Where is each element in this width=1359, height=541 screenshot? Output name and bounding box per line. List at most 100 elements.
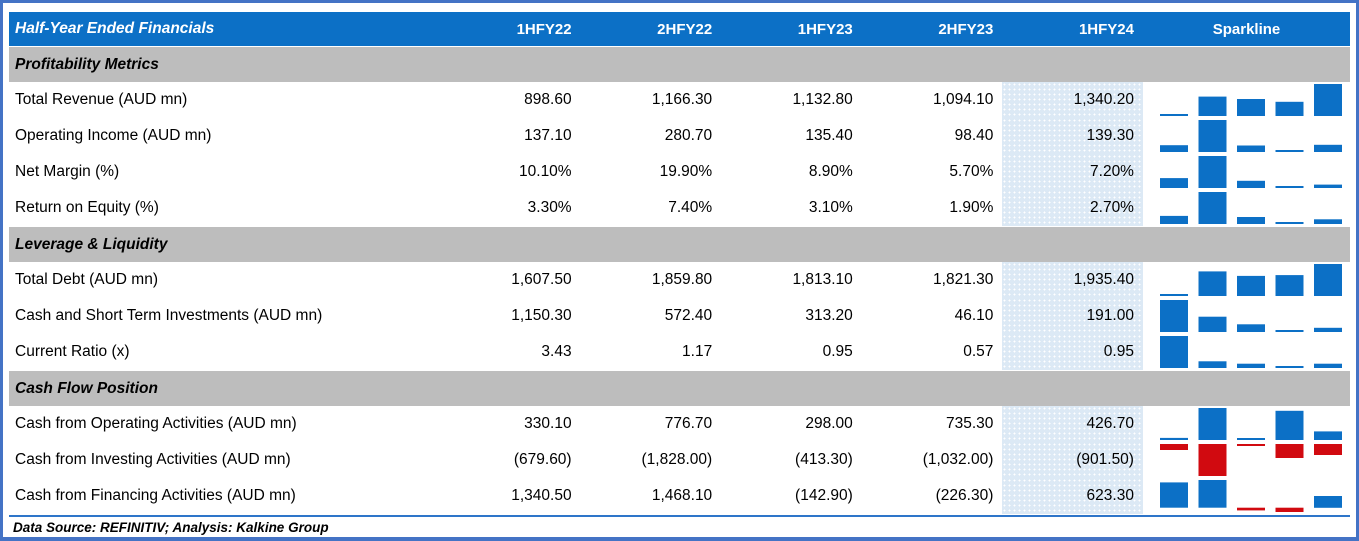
value-cell-2hfy23: 46.10 [954,307,994,324]
sparkline-bar [1159,294,1188,296]
value-cell-1hfy23: 8.90% [808,163,853,180]
sparkline-bar [1313,444,1342,455]
value-cell-2hfy23: 735.30 [945,415,994,432]
section-title: Cash Flow Position [15,379,158,397]
value-cell-2hfy22: 280.70 [664,127,713,144]
sparkline-bar [1198,361,1227,368]
sparkline-chart [1159,156,1342,188]
sparkline-cell [1143,262,1350,298]
sparkline-bar [1236,324,1265,332]
row-label: Cash from Investing Activities (AUD mn) [15,451,291,468]
value-cell-1hfy22: 3.30% [527,199,572,216]
value-cell-1hfy24: 623.30 [1002,478,1143,514]
sparkline-bar [1159,300,1188,332]
bottom-rule [9,515,1350,517]
sparkline-cell [1143,298,1350,334]
table-body: Profitability Metrics Total Revenue (AUD … [9,46,1350,514]
value-cell-1hfy23: 0.95 [822,343,853,360]
value-cell-1hfy24: 2.70% [1002,190,1143,226]
row-label: Current Ratio (x) [15,343,130,360]
table-row: Net Margin (%) 10.10% 19.90% 8.90% 5.70% 7.20… [9,154,1350,190]
value-cell-1hfy24: 1,935.40 [1002,262,1143,298]
column-header-1hfy23: 1HFY23 [797,20,853,38]
value-cell-2hfy23: (1,032.00) [922,451,994,468]
sparkline-cell [1143,442,1350,478]
row-label: Cash from Financing Activities (AUD mn) [15,487,296,504]
value-cell-1hfy22: 1,150.30 [511,307,572,324]
table-title: Half-Year Ended Financials [15,20,215,37]
sparkline-bar [1275,222,1304,224]
table-row: Operating Income (AUD mn) 137.10 280.70 135… [9,118,1350,154]
sparkline-bar [1198,316,1227,332]
table-row: Cash and Short Term Investments (AUD mn)… [9,298,1350,334]
sparkline-chart [1159,192,1342,224]
sparkline-bar [1313,144,1342,152]
sparkline-bar [1236,363,1265,368]
value-cell-1hfy22: 10.10% [519,163,572,180]
table-row: Return on Equity (%) 3.30% 7.40% 3.10% 1.90%… [9,190,1350,226]
sparkline-bar [1198,192,1227,224]
value-cell-2hfy23: 98.40 [954,127,994,144]
value-cell-1hfy22: (679.60) [513,451,572,468]
sparkline-chart [1159,408,1342,440]
sparkline-bar [1313,496,1342,508]
value-cell-2hfy23: 5.70% [949,163,994,180]
value-cell-2hfy23: 1,821.30 [933,271,994,288]
value-cell-1hfy23: 1,813.10 [792,271,853,288]
value-cell-2hfy22: 572.40 [664,307,713,324]
sparkline-cell [1143,118,1350,154]
row-label: Total Debt (AUD mn) [15,271,158,288]
sparkline-bar [1313,431,1342,440]
sparkline-bar [1275,330,1304,332]
table-header-row: Half-Year Ended Financials 1HFY22 2HFY22… [9,12,1350,46]
row-label: Return on Equity (%) [15,199,159,216]
sparkline-bar [1313,184,1342,188]
row-label: Total Revenue (AUD mn) [15,91,188,108]
sparkline-bar [1313,84,1342,116]
sparkline-cell [1143,478,1350,514]
row-label: Operating Income (AUD mn) [15,127,212,144]
column-header-2hfy23: 2HFY23 [938,20,994,38]
value-cell-2hfy22: 776.70 [664,415,713,432]
sparkline-bar [1159,145,1188,152]
value-cell-1hfy23: 298.00 [805,415,853,432]
sparkline-chart [1159,480,1342,512]
sparkline-cell [1143,190,1350,226]
sparkline-chart [1159,264,1342,296]
sparkline-bar [1159,178,1188,188]
sparkline-bar [1198,96,1227,116]
sparkline-bar [1313,327,1342,332]
value-cell-1hfy23: 135.40 [805,127,853,144]
section-title: Profitability Metrics [15,55,159,73]
sparkline-bar [1275,101,1304,116]
value-cell-1hfy23: 1,132.80 [792,91,853,108]
value-cell-1hfy23: (142.90) [795,487,853,504]
table-row: Total Debt (AUD mn) 1,607.50 1,859.80 1,813… [9,262,1350,298]
sparkline-bar [1159,444,1188,450]
value-cell-2hfy22: 19.90% [659,163,713,180]
sparkline-bar [1275,275,1304,296]
sparkline-cell [1143,82,1350,118]
sparkline-bar [1236,438,1265,440]
sparkline-bar [1236,145,1265,152]
value-cell-1hfy23: (413.30) [795,451,853,468]
value-cell-1hfy22: 1,607.50 [511,271,572,288]
sparkline-cell [1143,406,1350,442]
sparkline-bar [1275,150,1304,152]
table-row: Cash from Financing Activities (AUD mn) 1… [9,478,1350,514]
value-cell-2hfy23: 1,094.10 [933,91,994,108]
sparkline-bar [1275,366,1304,368]
sparkline-chart [1159,444,1342,476]
sparkline-bar [1198,480,1227,508]
sparkline-bar [1198,408,1227,440]
sparkline-chart [1159,336,1342,368]
sparkline-bar [1313,363,1342,368]
sparkline-bar [1236,99,1265,116]
value-cell-2hfy23: (226.30) [935,487,994,504]
sparkline-bar [1313,219,1342,224]
value-cell-1hfy24: 426.70 [1002,406,1143,442]
sparkline-cell [1143,334,1350,370]
table-row: Cash from Operating Activities (AUD mn) 3… [9,406,1350,442]
sparkline-bar [1275,186,1304,188]
sparkline-bar [1236,180,1265,188]
